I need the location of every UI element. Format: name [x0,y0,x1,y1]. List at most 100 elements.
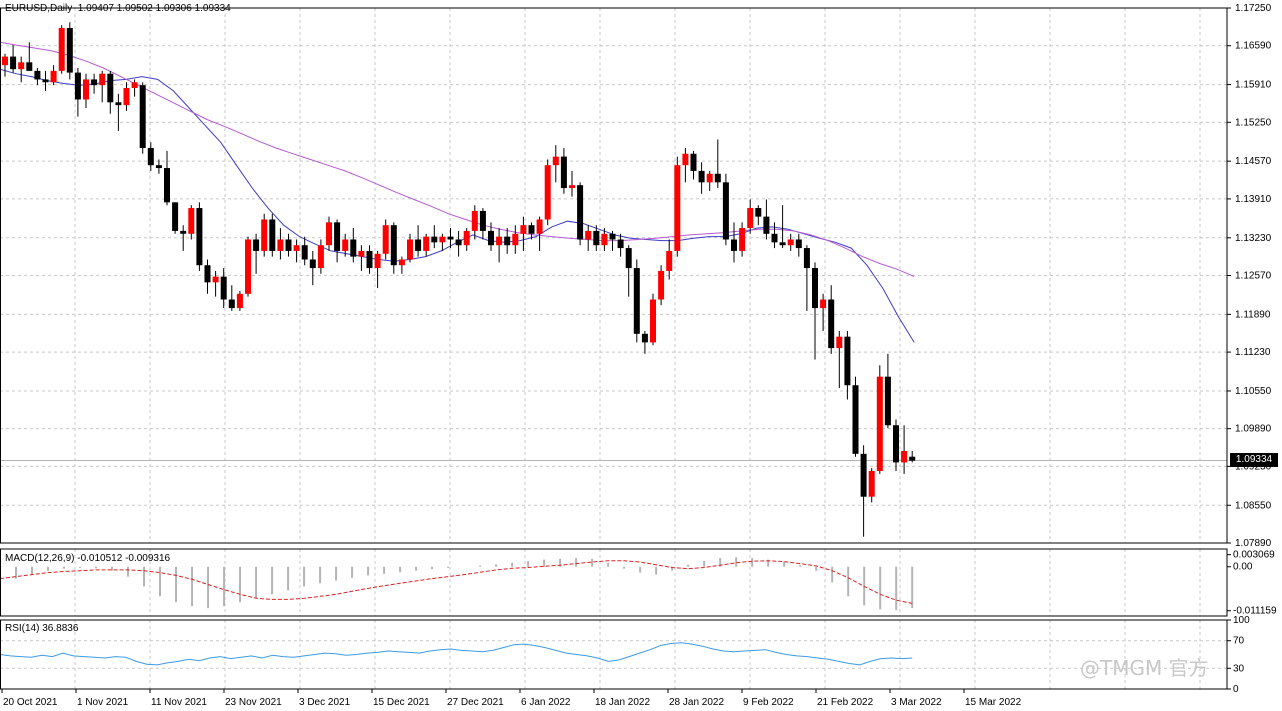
candle-bull [552,156,559,166]
candle-bull [901,450,908,463]
macd-tick-label: 0.003069 [1233,550,1275,561]
current-price-tag: 1.09334 [1230,453,1278,467]
candle-bear [220,276,227,300]
pane-frame [0,548,1228,617]
candle-bear [893,425,899,463]
candle-bear [763,216,770,234]
candle-bear [779,242,786,246]
candle-bear [253,239,260,251]
candle-bull [236,293,243,309]
candle-bear [172,202,179,231]
candle-bear [74,72,81,100]
candle-bull [496,236,503,246]
candle-bull [739,228,746,251]
candle-bear [860,453,867,497]
price-tick-label: 1.11890 [1235,309,1271,320]
candle-bull [868,470,875,497]
candle-bear [852,385,859,454]
candle-bull [512,233,519,246]
candle-bull [131,82,138,89]
candle-bull [123,88,130,106]
candle-bear [164,168,170,203]
date-tick-label: 15 Dec 2021 [373,697,430,708]
candle-bear [731,239,737,251]
candle-bear [479,210,486,231]
pane-frame [0,619,1228,690]
candle-bull [544,165,551,220]
watermark: @TMGM 官方 [1080,656,1209,680]
candle-bear [722,182,729,240]
date-tick-label: 21 Feb 2022 [817,697,874,708]
date-tick-label: 20 Oct 2021 [3,697,58,708]
candle-bull [423,236,430,251]
candle-bull [212,276,219,283]
candle-bear [504,236,511,246]
candle-bear [415,239,422,251]
macd-label: MACD(12,26,9) -0.010512 -0.009316 [5,553,171,564]
macd-signal-line [0,560,913,604]
symbol-header: EURUSD,Daily 1.09407 1.09502 1.09306 1.0… [5,3,231,14]
candle-bear [285,239,292,251]
candle-bull [585,230,592,240]
candle-bear [196,208,203,266]
candle-bull [342,239,349,251]
candle-bull [293,245,300,251]
candle-bull [682,153,689,166]
candle-bull [471,210,478,231]
candle-bear [91,79,98,86]
candle-bull [99,73,106,86]
candle-bear [350,239,357,257]
date-tick-label: 3 Mar 2022 [891,697,942,708]
rsi-label: RSI(14) 36.8836 [5,623,79,634]
price-tick-label: 1.07890 [1235,538,1272,549]
price-tick-label: 1.16590 [1235,41,1272,52]
candle-bear [34,70,41,80]
candle-bear [771,233,778,243]
rsi-pane: 100 70 30 0 [0,615,1250,695]
candle-bear [528,225,535,234]
rsi-tick-label: 100 [1233,615,1250,626]
candle-bear [625,248,632,269]
candle-bear [447,236,454,240]
date-tick-label: 11 Nov 2021 [151,697,207,708]
candle-bull [439,236,446,243]
price-tick-label: 1.14570 [1235,156,1272,167]
candle-bull [2,56,8,66]
candlestick-series [2,22,916,537]
rsi-tick-label: 30 [1233,663,1245,674]
candle-bull [382,225,389,254]
rsi-line [0,642,913,666]
candle-bear [698,170,705,183]
price-tick-label: 1.12570 [1235,271,1272,282]
candle-bear [147,148,154,166]
price-axis: 1.17250 1.16590 1.15910 1.15250 1.14570 1.139… [1227,3,1272,549]
price-tick-label: 1.09890 [1235,424,1272,435]
candle-bull [601,233,608,246]
rsi-tick-label: 0 [1233,684,1239,695]
candle-bear [633,268,640,334]
pane-frames [0,7,1228,690]
date-tick-label: 6 Jan 2022 [521,697,571,708]
candle-bear [617,239,624,249]
candle-bull [876,376,883,471]
candle-bear [42,79,49,83]
candle-bull [569,185,575,189]
candle-bull [536,219,543,234]
candle-bull [58,28,65,71]
candle-bull [374,253,381,269]
candle-bear [180,230,187,234]
candle-bull [787,239,794,246]
candle-bear [560,156,567,189]
grid-lines [0,8,1227,689]
candle-bull [820,299,827,309]
candle-bear [228,299,235,309]
candle-bull [666,250,673,271]
price-tick-label: 1.15910 [1235,80,1272,91]
date-tick-label: 1 Nov 2021 [77,697,129,708]
candle-bull [245,239,251,294]
macd-tick-label: 0.00 [1233,562,1253,573]
candle-bear [690,153,697,171]
candle-bear [795,239,802,249]
